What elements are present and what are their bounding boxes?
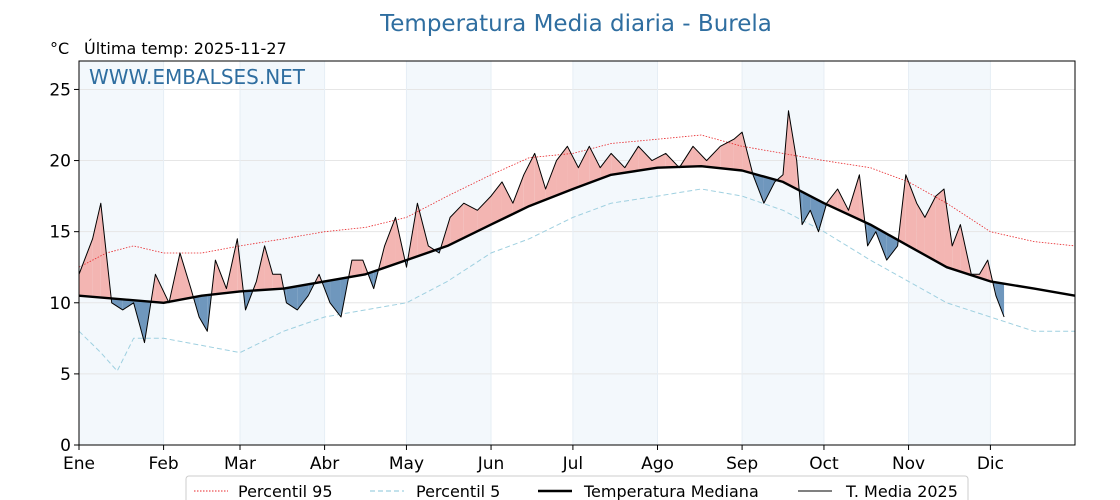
above-median-fill	[92, 203, 101, 298]
above-median-fill	[706, 146, 721, 169]
x-tick-label-may: May	[389, 454, 424, 474]
y-tick-label: 20	[49, 152, 71, 172]
median-line	[78, 165, 1076, 304]
above-median-fill	[534, 153, 546, 204]
above-median-fill	[578, 146, 590, 187]
above-median-fill	[692, 146, 707, 167]
legend: Percentil 95 Percentil 5 Temperatura Med…	[185, 475, 969, 500]
above-median-fill	[351, 260, 363, 277]
y-tick-label: 15	[49, 223, 71, 243]
above-median-fill	[179, 253, 191, 300]
above-median-fill	[545, 160, 557, 200]
above-median-fill	[720, 139, 734, 170]
above-median-fill	[463, 203, 478, 238]
below-median-fill	[763, 176, 775, 204]
x-tick-label-abr: Abr	[310, 454, 339, 474]
p95-line	[78, 134, 1076, 268]
below-median-fill	[995, 282, 1005, 317]
x-tick-label-jun: Jun	[477, 454, 505, 474]
legend-label-p5: Percentil 5	[416, 482, 500, 500]
below-median-fill	[286, 286, 298, 310]
legend-box	[185, 475, 969, 500]
above-median-fill	[264, 245, 273, 290]
above-median-fill	[905, 174, 917, 251]
below-median-fill	[111, 298, 123, 310]
above-median-fill	[450, 203, 464, 245]
above-median-fill	[788, 110, 797, 189]
unit-label: °C	[50, 39, 69, 58]
current-year-line	[78, 110, 1005, 344]
x-tick-label-nov: Nov	[892, 454, 925, 474]
p5-line	[78, 188, 1075, 372]
x-tick-label-mar: Mar	[224, 454, 256, 474]
above-median-fill	[624, 146, 639, 173]
above-median-fill	[848, 174, 860, 220]
plot-frame	[78, 60, 1076, 446]
month-band-mar	[239, 61, 325, 445]
above-median-fill	[611, 153, 625, 175]
above-median-fill	[556, 146, 568, 196]
series-lines	[78, 110, 1076, 372]
x-axis: Ene Feb Mar Abr May Jun Jul Ago Sep Oct Nov Dic	[63, 445, 1004, 474]
above-median-fill	[826, 189, 838, 210]
above-median-fill	[600, 153, 612, 179]
above-median-fill	[501, 181, 513, 220]
y-tick-label: 25	[49, 80, 71, 100]
below-median-fill	[199, 295, 208, 332]
below-median-fill	[122, 299, 134, 310]
y-tick-label: 10	[49, 294, 71, 314]
x-tick-label-jul: Jul	[562, 454, 584, 474]
below-median-fill	[886, 233, 898, 261]
above-median-fill	[589, 146, 601, 183]
above-median-fill	[512, 174, 524, 214]
above-median-fill	[944, 189, 953, 269]
above-median-fill	[733, 132, 743, 171]
legend-label-p95: Percentil 95	[238, 482, 333, 500]
above-median-fill	[523, 153, 535, 209]
above-median-fill	[417, 203, 429, 257]
chart-title: Temperatura Media diaria - Burela	[379, 11, 772, 37]
below-median-fill	[867, 223, 876, 246]
below-median-fill	[802, 191, 811, 225]
above-median-fill	[979, 260, 988, 281]
x-tick-label-oct: Oct	[809, 454, 839, 474]
month-bands	[79, 61, 991, 445]
above-median-fill	[79, 238, 93, 297]
above-median-fill	[477, 196, 492, 232]
above-median-fill	[272, 274, 281, 290]
y-tick-label: 0	[60, 436, 71, 456]
month-band-sep	[742, 61, 824, 445]
legend-label-median: Temperatura Mediana	[583, 482, 759, 500]
x-tick-label-feb: Feb	[149, 454, 179, 474]
x-tick-label-ene: Ene	[63, 454, 95, 474]
above-median-fill	[916, 203, 925, 256]
y-axis: 0 5 10 15 20 25	[49, 80, 79, 456]
above-median-fill	[935, 189, 945, 266]
month-band-jul	[572, 61, 658, 445]
above-median-fill	[384, 217, 396, 268]
last-temp-label: Última temp: 2025-11-27	[84, 39, 287, 58]
y-tick-label: 5	[60, 365, 71, 385]
above-median-fill	[638, 146, 653, 171]
below-median-fill	[297, 284, 309, 310]
x-tick-label-sep: Sep	[726, 454, 758, 474]
legend-label-2025: T. Media 2025	[845, 482, 958, 500]
x-tick-label-dic: Dic	[977, 454, 1004, 474]
above-median-fill	[567, 146, 579, 192]
below-median-fill	[330, 278, 341, 317]
x-tick-label-ago: Ago	[641, 454, 674, 474]
above-median-fill	[652, 153, 666, 169]
below-median-fill	[810, 196, 819, 232]
watermark: WWW.EMBALSES.NET	[89, 65, 306, 89]
above-median-fill	[491, 181, 502, 225]
above-median-fill	[952, 224, 961, 272]
